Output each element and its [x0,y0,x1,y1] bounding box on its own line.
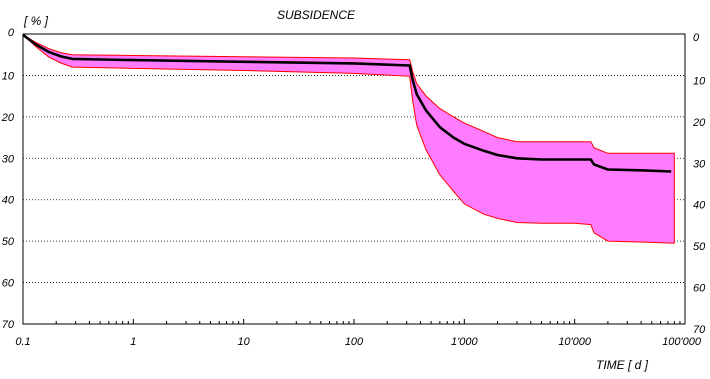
label-layer: 0.1 1 10 100 1'000 10'000 100'000 0 0 10 10 20 20 30 3… [1,27,706,348]
x-tick-label: 100 [345,336,364,348]
y-axis-label: [ % ] [23,14,49,28]
y-tick-label-right: 0 [693,32,700,44]
y-tick-label-left: 0 [8,27,15,39]
tick-layer [22,319,686,324]
y-tick-label-right: 40 [693,200,706,212]
x-tick-label: 1 [130,336,136,348]
subsidence-mean-line [22,33,672,173]
x-tick-label: 10 [238,336,251,348]
subsidence-range-band [22,34,675,244]
y-tick-label-left: 10 [2,70,15,82]
chart-title: SUBSIDENCE [277,8,356,22]
x-tick-label: 100'000 [662,336,702,348]
y-tick-label-left: 70 [2,319,15,331]
y-tick-label-left: 40 [2,195,15,207]
grid-layer [23,75,685,283]
y-tick-label-right: 30 [693,158,706,170]
y-tick-label-left: 30 [2,153,15,165]
line-layer [22,33,672,173]
y-tick-label-right: 70 [693,324,706,336]
x-tick-label: 0.1 [15,336,30,348]
y-tick-label-right: 60 [693,283,706,295]
y-tick-label-left: 60 [2,278,15,290]
y-tick-label-left: 50 [2,236,15,248]
band-layer [22,34,675,244]
x-axis-label: TIME [ d ] [596,358,649,372]
y-tick-label-right: 10 [693,75,706,87]
x-tick-label: 1'000 [451,336,478,348]
y-tick-label-right: 50 [693,241,706,253]
x-tick-label: 10'000 [558,336,592,348]
y-tick-label-left: 20 [1,112,15,124]
y-tick-label-right: 20 [692,117,706,129]
